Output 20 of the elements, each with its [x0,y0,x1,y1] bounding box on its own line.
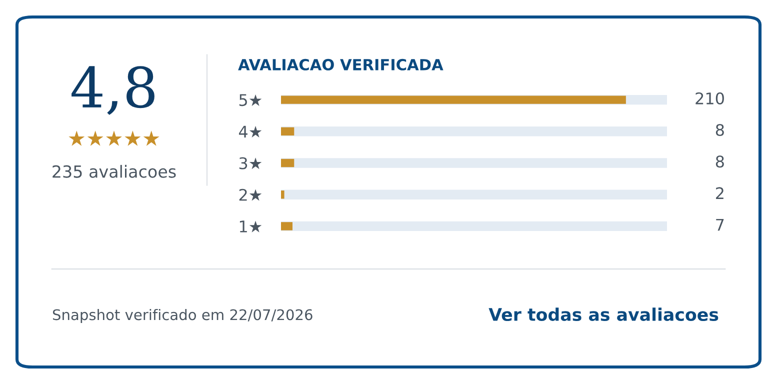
data-label: 2 [716,187,724,200]
text: 4,8 [72,66,154,115]
text: Ver todas as avaliacoes [488,308,718,322]
data-label: 210 [696,92,724,104]
bar [281,127,294,136]
data-label: 8 [716,124,724,136]
y-tick-label: 2★ [239,188,262,201]
bar [281,158,294,168]
data-label: 7 [716,218,724,231]
y-tick-label: 4★ [238,126,262,138]
data-label: 8 [716,156,724,168]
y-tick-label: 1★ [240,220,262,232]
chart-title: AVALIACAO VERIFICADA [238,58,444,70]
text: ★★★★★ [68,130,160,146]
y-tick-label: 5★ [239,94,262,106]
text: 235 avaliacoes [52,164,176,178]
bar [281,190,284,199]
bar [281,222,292,230]
y-tick-label: 3★ [239,157,262,170]
text: Snapshot verificado em 22/07/2026 [52,308,312,324]
